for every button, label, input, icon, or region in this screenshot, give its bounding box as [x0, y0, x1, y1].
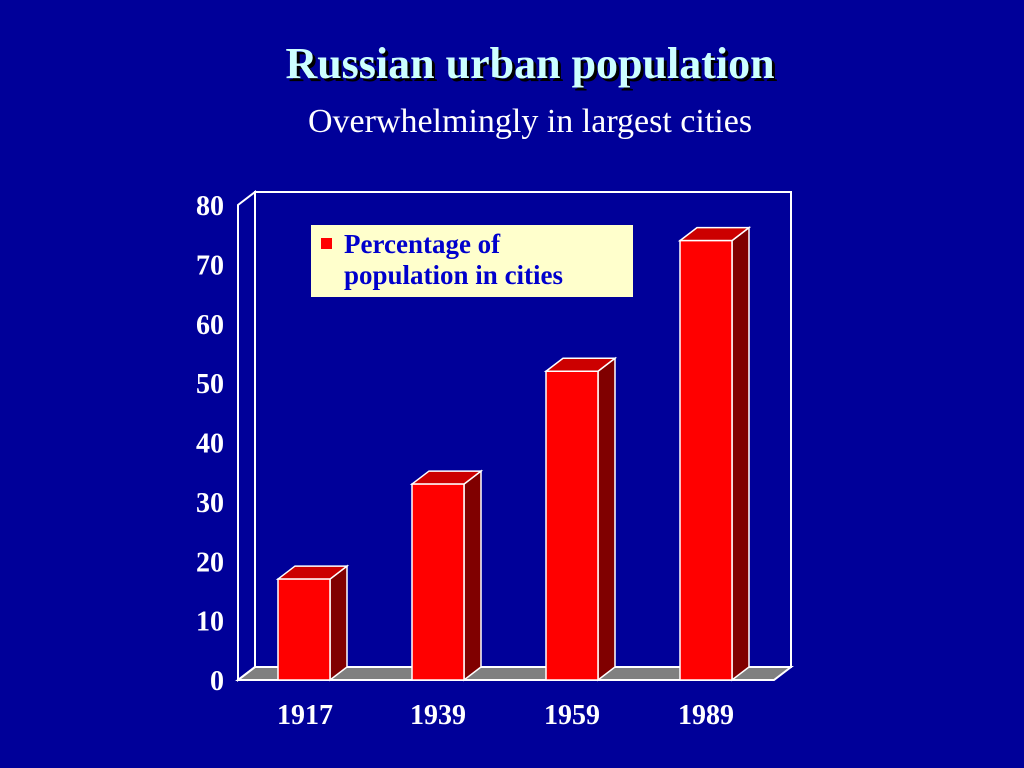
y-tick-label: 0: [210, 666, 224, 697]
slide-title: Russian urban population: [285, 39, 775, 88]
bar-side-1939: [463, 469, 482, 682]
y-tick-label: 10: [196, 607, 224, 638]
y-tick-label: 60: [196, 310, 224, 341]
slide-subtitle: Overwhelmingly in largest cities: [307, 103, 753, 140]
x-tick-label: 1959: [544, 700, 600, 731]
bar-front-1989: [679, 239, 733, 681]
x-tick-label: 1989: [678, 700, 734, 731]
bar-1959: [543, 356, 618, 682]
x-tick-label: 1917: [277, 700, 333, 731]
bar-side-1959: [597, 356, 616, 682]
chart-bars: [275, 226, 752, 682]
y-tick-label: 50: [196, 369, 224, 400]
y-tick-label: 80: [196, 191, 224, 222]
bar-1917: [275, 564, 350, 682]
legend-label: Percentage of population in cities: [344, 229, 563, 291]
bar-front-1939: [411, 483, 465, 681]
x-tick-label: 1939: [410, 700, 466, 731]
y-axis-ticks: 0 10 20 30 40 50 60 70 80: [196, 191, 224, 697]
chart-side-wall: [237, 189, 256, 683]
bar-1989: [677, 226, 752, 682]
y-tick-label: 70: [196, 250, 224, 281]
bar-side-1989: [731, 226, 750, 682]
x-axis-ticks: 1917 1939 1959 1989: [277, 700, 734, 731]
bar-side-1917: [329, 564, 348, 682]
chart-legend: Percentage of population in cities: [311, 225, 633, 297]
chart-frame: [235, 189, 794, 683]
bar-front-1959: [545, 370, 599, 681]
legend-swatch: [321, 238, 332, 249]
y-tick-label: 40: [196, 429, 224, 460]
bar-front-1917: [277, 578, 331, 681]
y-tick-label: 20: [196, 547, 224, 578]
bar-1939: [409, 469, 484, 682]
legend-label-line-1: Percentage of: [344, 229, 501, 259]
y-tick-label: 30: [196, 488, 224, 519]
legend-label-line-2: population in cities: [344, 260, 564, 290]
